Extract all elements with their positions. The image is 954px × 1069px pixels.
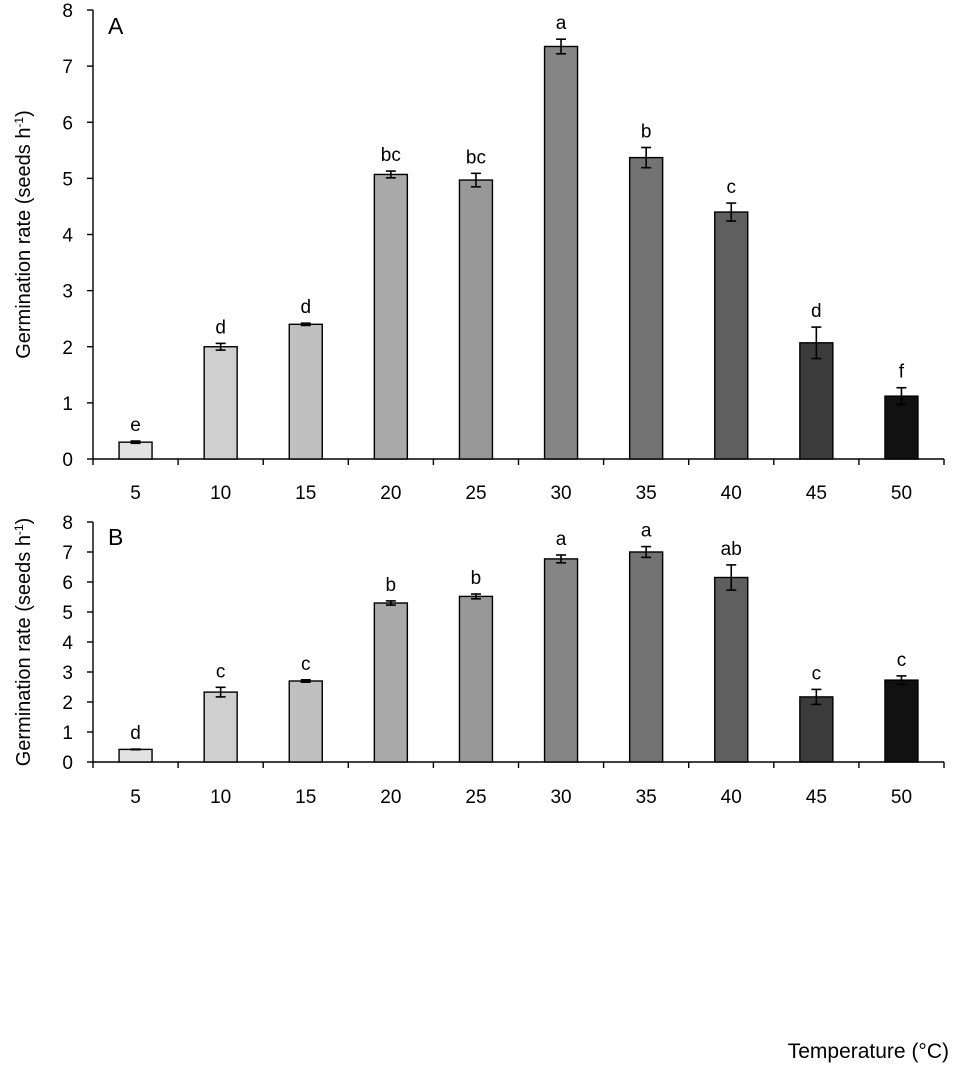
- panel-label: B: [108, 524, 123, 550]
- significance-label: ab: [721, 539, 742, 560]
- x-tick-label: 5: [130, 787, 141, 808]
- significance-label: a: [641, 521, 652, 542]
- y-axis-label: Germination rate (seeds h-1): [12, 518, 35, 767]
- bar-50: [884, 679, 919, 763]
- significance-label: a: [556, 13, 567, 34]
- bar-40: [714, 576, 749, 763]
- significance-label: b: [641, 122, 652, 143]
- bar-30: [543, 45, 579, 460]
- significance-label: c: [216, 661, 226, 682]
- x-tick-label: 45: [806, 483, 827, 504]
- y-tick-label: 5: [62, 169, 73, 190]
- significance-label: b: [471, 568, 482, 589]
- bar-35: [628, 551, 664, 763]
- significance-label: f: [899, 362, 905, 383]
- significance-label: bc: [466, 147, 486, 168]
- y-tick-label: 0: [62, 450, 73, 471]
- bar-50: [884, 395, 919, 460]
- bar-15: [288, 323, 323, 460]
- x-tick-label: 15: [295, 483, 316, 504]
- y-tick-label: 4: [62, 226, 73, 247]
- y-tick-label: 0: [62, 753, 73, 774]
- y-tick-label: 4: [62, 633, 73, 654]
- y-axis-label-superscript: -1: [12, 117, 26, 128]
- significance-label: c: [897, 650, 907, 671]
- x-tick-label: 20: [380, 483, 401, 504]
- y-tick-label: 7: [62, 543, 73, 564]
- x-tick-label: 50: [891, 483, 912, 504]
- bar-25: [458, 595, 494, 763]
- x-tick-label: 45: [806, 787, 827, 808]
- significance-label: d: [130, 723, 141, 744]
- x-tick-label: 20: [380, 787, 401, 808]
- x-tick-label: 40: [721, 483, 742, 504]
- significance-label: e: [130, 415, 141, 436]
- y-tick-label: 5: [62, 603, 73, 624]
- significance-label: c: [301, 654, 311, 675]
- y-tick-label: 3: [62, 663, 73, 684]
- bar-5: [118, 748, 153, 763]
- y-axis-label-text: Germination rate (seeds h: [13, 128, 35, 359]
- bar-10: [203, 691, 238, 763]
- bar-20: [373, 602, 409, 763]
- y-tick-label: 3: [62, 282, 73, 303]
- y-tick-label: 6: [62, 573, 73, 594]
- x-tick-label: 5: [130, 483, 141, 504]
- y-axis-label-text: Germination rate (seeds h: [13, 535, 35, 766]
- x-axis-label: Temperature (°C): [788, 1040, 949, 1063]
- significance-label: c: [727, 177, 737, 198]
- significance-label: bc: [381, 145, 401, 166]
- x-tick-label: 25: [465, 787, 486, 808]
- x-tick-label: 10: [210, 787, 231, 808]
- significance-label: b: [386, 575, 397, 596]
- x-tick-label: 30: [550, 787, 571, 808]
- panel-label: A: [108, 13, 124, 39]
- bar-25: [458, 179, 494, 460]
- significance-label: d: [811, 301, 822, 322]
- x-tick-label: 25: [465, 483, 486, 504]
- x-tick-label: 35: [636, 483, 657, 504]
- y-axis-label-superscript: -1: [12, 524, 26, 535]
- bar-15: [288, 680, 323, 763]
- x-tick-label: 40: [721, 787, 742, 808]
- y-axis-label-close: ): [13, 518, 35, 525]
- x-tick-label: 35: [636, 787, 657, 808]
- significance-label: a: [556, 529, 567, 550]
- bar-20: [373, 173, 409, 460]
- y-axis-label-close: ): [13, 110, 35, 117]
- bar-40: [714, 211, 749, 460]
- bar-45: [799, 696, 834, 763]
- x-tick-label: 50: [891, 787, 912, 808]
- y-tick-label: 6: [62, 113, 73, 134]
- bar-45: [799, 342, 834, 460]
- y-tick-label: 2: [62, 338, 73, 359]
- y-axis-label: Germination rate (seeds h-1): [12, 110, 35, 359]
- y-tick-label: 8: [62, 513, 73, 534]
- x-tick-label: 15: [295, 787, 316, 808]
- bar-10: [203, 346, 238, 460]
- bar-5: [118, 441, 153, 460]
- x-tick-label: 30: [550, 483, 571, 504]
- x-tick-label: 10: [210, 483, 231, 504]
- significance-label: d: [215, 317, 226, 338]
- significance-label: d: [300, 297, 311, 318]
- bar-35: [628, 156, 664, 460]
- significance-label: c: [812, 663, 822, 684]
- y-tick-label: 2: [62, 693, 73, 714]
- y-tick-label: 8: [62, 1, 73, 22]
- y-tick-label: 1: [62, 394, 73, 415]
- bar-30: [543, 558, 579, 763]
- y-tick-label: 1: [62, 723, 73, 744]
- y-tick-label: 7: [62, 57, 73, 78]
